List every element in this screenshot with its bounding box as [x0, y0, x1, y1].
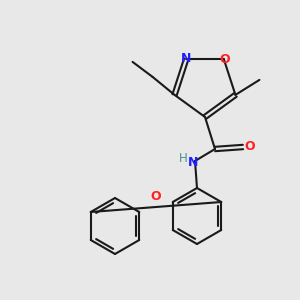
Text: O: O: [220, 52, 230, 66]
Text: N: N: [188, 157, 198, 169]
Text: O: O: [245, 140, 255, 154]
Text: O: O: [151, 190, 161, 203]
Text: N: N: [181, 52, 191, 64]
Text: H: H: [178, 152, 188, 166]
